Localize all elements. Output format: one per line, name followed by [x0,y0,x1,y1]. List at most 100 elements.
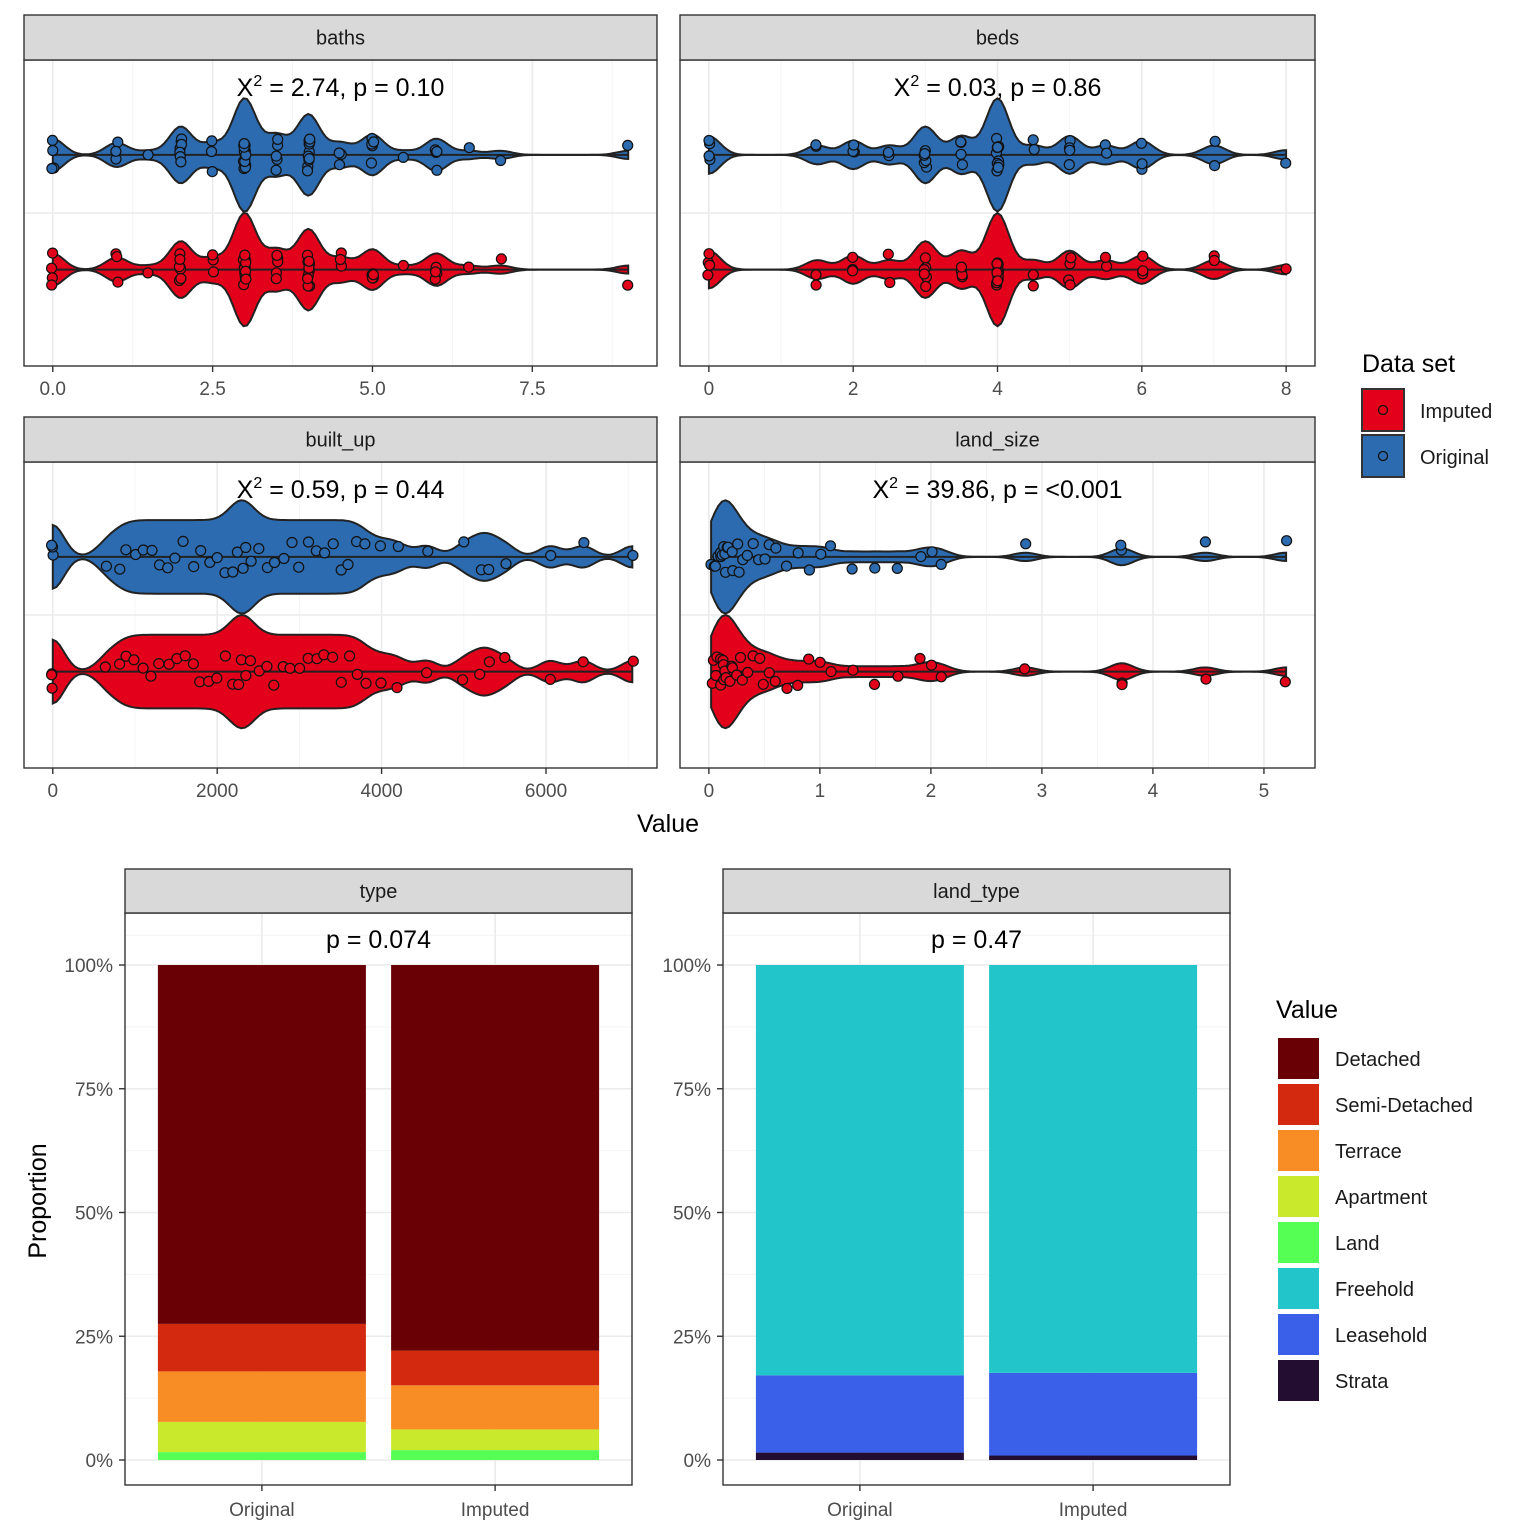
data-point [272,133,284,145]
data-point [1115,539,1127,551]
data-point [1136,158,1148,170]
x-tick-label: 1 [815,781,826,802]
data-point [915,550,927,563]
data-point [207,266,220,278]
data-point [233,678,245,691]
data-point [205,145,218,158]
data-point [935,671,947,683]
x-tick-label: 6 [1137,379,1148,400]
data-point [499,651,511,664]
data-point [1019,663,1031,675]
data-point [327,538,339,550]
data-point [732,538,744,550]
data-point [500,558,512,570]
data-point [935,558,947,571]
data-point [142,267,154,279]
data-point [757,678,769,690]
data-point [810,139,822,151]
data-point [253,542,265,555]
data-point [846,563,858,575]
data-point [360,677,372,689]
legend-label: Leasehold [1335,1325,1427,1347]
facet-type: Original Imputed p = 0.074 0% 25% 50% 75% 100% t… [64,868,633,1521]
data-point [1280,157,1292,169]
data-point [333,147,345,159]
data-point [368,136,380,148]
data-point [46,162,58,175]
legend-item-detached: Detached [1278,1038,1421,1079]
data-point [792,679,804,692]
facet-strip [722,868,1231,914]
data-point [1064,144,1076,156]
data-point [1027,269,1039,281]
data-point [747,537,759,550]
data-point [100,560,113,572]
bar-segment-detached [157,965,366,1324]
data-point [622,139,634,151]
data-point [342,558,354,571]
data-point [169,552,181,564]
legend-label: Freehold [1335,1279,1414,1301]
data-point [351,668,363,681]
y-tick-label: 75% [673,1080,711,1101]
legend-key-terrace [1278,1130,1319,1171]
data-point [769,675,781,688]
data-point [278,552,290,565]
data-point [1027,134,1039,146]
stat-label-text: = 39.86, p = <0.001 [898,476,1123,504]
data-point [991,141,1004,153]
data-point [1208,160,1221,172]
data-point [846,251,859,263]
data-point [99,661,111,673]
data-point [175,272,187,285]
data-point [759,553,771,565]
data-point [302,273,314,285]
data-point [392,540,404,553]
data-point [1279,676,1291,688]
stat-label-superscript: 2 [253,475,262,492]
data-point [703,259,716,271]
x-tick-label: 4 [1148,781,1159,802]
legend-key-point [1377,450,1389,462]
data-point [245,555,257,567]
data-point [391,681,403,694]
data-point [1099,251,1112,263]
data-point [319,547,331,559]
data-point [188,560,200,573]
data-point [918,268,930,280]
data-point [271,249,283,261]
data-point [1027,280,1039,292]
facet-strip-label: type [360,881,398,903]
facet-strip-label: land_type [933,881,1020,903]
data-point [955,261,968,273]
data-point [763,667,775,679]
facet-strip-label: baths [316,28,365,50]
data-point [734,651,747,664]
data-point [742,666,754,679]
y-tick-label: 100% [64,956,113,977]
data-point [703,134,715,147]
data-point [327,651,339,663]
data-point [495,253,507,265]
stat-label: p = 0.074 [326,926,431,954]
x-tick-label: Original [827,1500,892,1521]
legend-item-semi-detached: Semi-Detached [1278,1084,1473,1125]
data-point [736,674,748,686]
data-point [1063,159,1075,171]
data-point [293,561,305,573]
legend-label: Original [1420,447,1489,469]
data-point [120,544,132,556]
data-point [261,660,273,673]
data-point [1020,538,1032,550]
data-point [869,562,881,574]
stat-label-superscript: 2 [253,73,262,90]
data-point [483,656,495,668]
data-point [544,673,556,686]
data-point [741,549,753,562]
legend-item-land: Land [1278,1222,1380,1263]
data-point [153,657,165,670]
data-point [114,563,126,575]
legend-key-point [1377,404,1389,416]
bar-segment-semi-detached [391,1350,600,1386]
